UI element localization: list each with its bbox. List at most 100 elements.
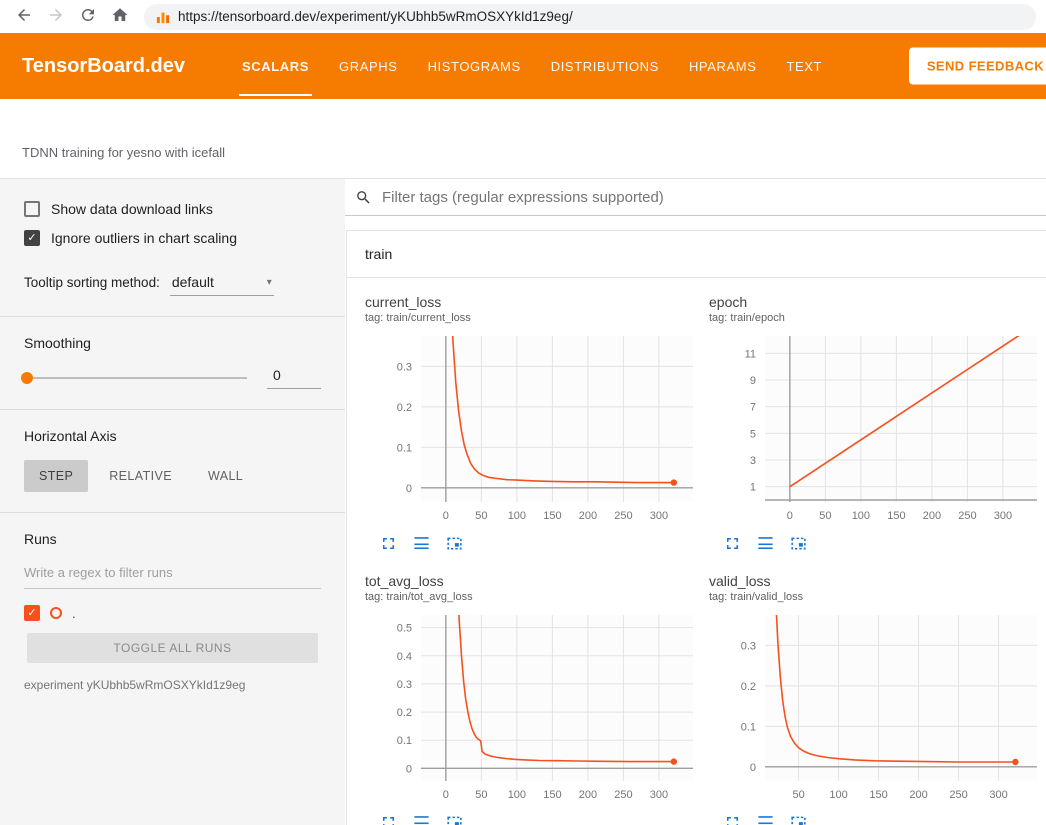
relative-button[interactable]: RELATIVE [94,460,187,492]
fullscreen-icon[interactable] [723,534,742,553]
svg-text:100: 100 [508,789,526,801]
tab-distributions[interactable]: DISTRIBUTIONS [536,33,674,99]
send-feedback-button[interactable]: SEND FEEDBACK [909,48,1046,85]
tooltip-sorting-row: Tooltip sorting method: default ▾ [24,272,321,296]
svg-text:150: 150 [887,510,905,522]
section-header[interactable]: train [347,231,1046,278]
smoothing-slider[interactable] [24,377,247,379]
svg-text:100: 100 [508,510,526,522]
log-scale-icon[interactable] [412,813,431,825]
checkbox-icon [24,201,40,217]
sidebar: Show data download links Ignore outliers… [0,179,345,825]
svg-text:50: 50 [792,789,804,801]
svg-text:3: 3 [750,455,756,467]
toggle-all-runs-button[interactable]: TOGGLE ALL RUNS [27,633,318,663]
tooltip-sorting-label: Tooltip sorting method: [24,275,160,290]
chart-card-epoch: epoch tag: train/epoch 05010015020025030… [709,294,1045,553]
fit-domain-icon[interactable] [445,813,464,825]
back-button[interactable] [10,3,38,31]
svg-text:0.2: 0.2 [397,707,412,719]
show-download-links-checkbox[interactable]: Show data download links [24,201,321,217]
tab-scalars[interactable]: SCALARS [227,33,324,99]
content-row: Show data download links Ignore outliers… [0,179,1046,825]
chart-title: current_loss [365,294,701,310]
chevron-down-icon: ▾ [267,277,272,288]
run-checkbox[interactable] [24,605,40,621]
chart-toolbar [709,534,1045,553]
svg-text:0.2: 0.2 [741,681,756,693]
svg-text:7: 7 [750,402,756,414]
svg-text:0.3: 0.3 [741,640,756,652]
log-scale-icon[interactable] [412,534,431,553]
divider [0,512,345,513]
fit-domain-icon[interactable] [445,534,464,553]
refresh-icon [79,6,97,27]
train-section: train current_loss tag: train/current_lo… [346,230,1046,825]
forward-button[interactable] [42,3,70,31]
tag-filter-input[interactable] [382,189,1036,206]
svg-text:5: 5 [750,428,756,440]
svg-text:100: 100 [852,510,870,522]
svg-text:200: 200 [923,510,941,522]
svg-text:0: 0 [443,510,449,522]
ignore-outliers-checkbox[interactable]: Ignore outliers in chart scaling [24,230,321,246]
svg-text:300: 300 [650,789,668,801]
tab-text[interactable]: TEXT [771,33,837,99]
scalar-chart[interactable]: 05010015020025030000.10.20.30.40.5 [365,609,701,807]
log-scale-icon[interactable] [756,534,775,553]
fit-domain-icon[interactable] [789,534,808,553]
home-icon [111,6,129,27]
scalar-chart[interactable]: 5010015020025030000.10.20.3 [709,609,1045,807]
svg-text:0.3: 0.3 [397,679,412,691]
runs-filter-input[interactable] [24,563,321,589]
chart-card-valid-loss: valid_loss tag: train/valid_loss 5010015… [709,573,1045,825]
run-name: . [72,606,76,621]
forward-arrow-icon [47,6,65,27]
home-button[interactable] [106,3,134,31]
checkbox-checked-icon [24,230,40,246]
address-bar[interactable]: https://tensorboard.dev/experiment/yKUbh… [144,4,1036,30]
run-item[interactable]: . [24,605,321,621]
refresh-button[interactable] [74,3,102,31]
fit-domain-icon[interactable] [789,813,808,825]
fullscreen-icon[interactable] [379,534,398,553]
charts-grid: current_loss tag: train/current_loss 050… [347,278,1046,825]
svg-text:0: 0 [443,789,449,801]
svg-text:300: 300 [994,510,1012,522]
slider-knob[interactable] [21,372,33,384]
experiment-note: experiment yKUbhb5wRmOSXYkId1z9eg [24,678,321,692]
scalar-chart[interactable]: 0501001502002503001357911 [709,330,1045,528]
svg-text:150: 150 [869,789,887,801]
scalar-chart[interactable]: 05010015020025030000.10.20.3 [365,330,701,528]
tab-hparams[interactable]: HPARAMS [674,33,772,99]
chart-title: valid_loss [709,573,1045,589]
chart-tag: tag: train/current_loss [365,312,701,324]
svg-text:0.5: 0.5 [397,623,412,635]
svg-text:200: 200 [579,789,597,801]
svg-text:0: 0 [787,510,793,522]
svg-text:300: 300 [650,510,668,522]
smoothing-label: Smoothing [24,335,321,351]
fullscreen-icon[interactable] [379,813,398,825]
log-scale-icon[interactable] [756,813,775,825]
tab-histograms[interactable]: HISTOGRAMS [413,33,536,99]
tab-graphs[interactable]: GRAPHS [324,33,413,99]
tooltip-sorting-select[interactable]: default ▾ [170,272,274,296]
divider [0,409,345,410]
chart-tag: tag: train/valid_loss [709,591,1045,603]
checkbox-label: Show data download links [51,201,213,217]
chart-tag: tag: train/epoch [709,312,1045,324]
fullscreen-icon[interactable] [723,813,742,825]
site-favicon-icon [156,10,170,24]
chart-toolbar [709,813,1045,825]
chart-card-tot-avg-loss: tot_avg_loss tag: train/tot_avg_loss 050… [365,573,701,825]
svg-text:0.2: 0.2 [397,402,412,414]
tooltip-sorting-value: default [172,274,214,290]
chart-card-current-loss: current_loss tag: train/current_loss 050… [365,294,701,553]
chart-tag: tag: train/tot_avg_loss [365,591,701,603]
smoothing-value-input[interactable] [267,367,321,389]
step-button[interactable]: STEP [24,460,88,492]
svg-text:1: 1 [750,482,756,494]
brand-title: TensorBoard.dev [22,55,185,78]
wall-button[interactable]: WALL [193,460,258,492]
